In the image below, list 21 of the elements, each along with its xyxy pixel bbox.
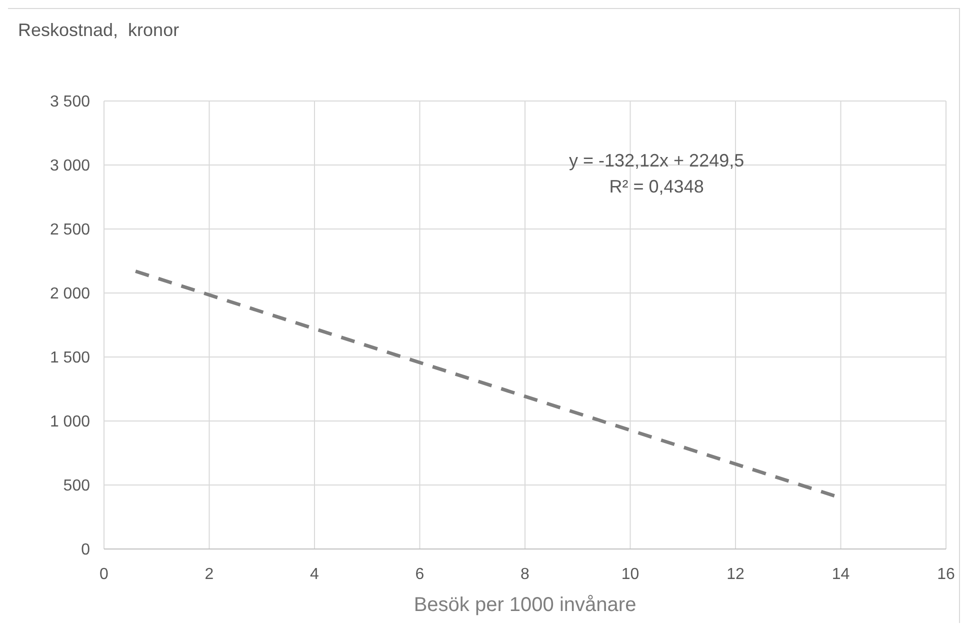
x-tick-label: 12 bbox=[726, 566, 744, 583]
y-axis-title: Reskostnad, kronor bbox=[18, 20, 180, 40]
x-tick-label: 16 bbox=[937, 566, 955, 583]
x-tick-label: 14 bbox=[832, 566, 850, 583]
y-tick-label: 2 500 bbox=[50, 222, 90, 239]
x-tick-label: 4 bbox=[310, 566, 320, 583]
x-axis-title: Besök per 1000 invånare bbox=[414, 594, 636, 616]
y-tick-label: 1 000 bbox=[50, 414, 90, 431]
x-tick-label: 2 bbox=[204, 566, 214, 583]
x-tick-label: 8 bbox=[520, 566, 530, 583]
y-tick-label: 2 000 bbox=[50, 286, 90, 303]
x-tick-label: 10 bbox=[621, 566, 640, 583]
y-tick-label: 3 500 bbox=[50, 94, 90, 111]
y-tick-label: 1 500 bbox=[50, 350, 90, 367]
x-tick-label: 6 bbox=[415, 566, 424, 583]
annotation: R² = 0,4348 bbox=[609, 176, 704, 196]
annotation: y = -132,12x + 2249,5 bbox=[568, 150, 744, 170]
x-tick-label: 0 bbox=[100, 566, 109, 583]
y-tick-label: 0 bbox=[81, 542, 90, 559]
y-tick-label: 500 bbox=[63, 478, 90, 495]
y-tick-label: 3 000 bbox=[50, 158, 90, 175]
